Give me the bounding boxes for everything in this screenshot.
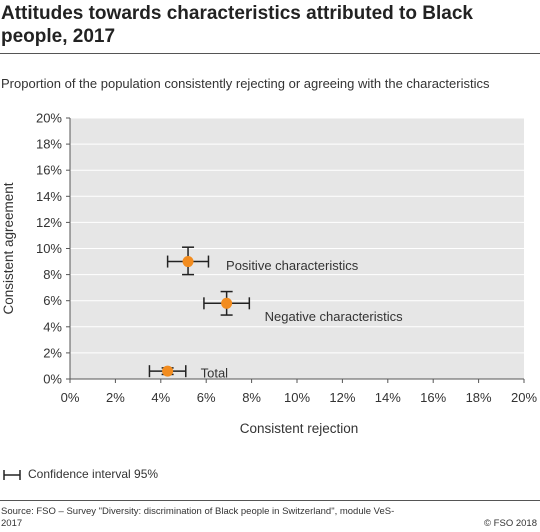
x-tick-label: 8% (242, 390, 261, 405)
source-note: Source: FSO – Survey "Diversity: discrim… (1, 506, 395, 529)
y-tick-label: 4% (43, 319, 62, 334)
data-point (221, 297, 233, 309)
scatter-chart: 0% 2% 4% 6% 8% 10% 12% 14% 16% 18% 20% 0% 2% 4% 6% 8% 10… (1, 111, 537, 437)
chart-subtitle: Proportion of the population consistentl… (1, 76, 490, 91)
x-tick-label: 18% (466, 390, 492, 405)
y-tick-label: 10% (36, 241, 62, 256)
point-label: Total (201, 366, 229, 381)
footer-divider (0, 500, 540, 501)
legend-label: Confidence interval 95% (28, 467, 159, 481)
confidence-interval-icon (3, 469, 21, 480)
x-tick-label: 0% (61, 390, 80, 405)
y-tick-label: 20% (36, 111, 62, 126)
copyright: © FSO 2018 (484, 518, 537, 529)
point-label: Positive characteristics (226, 258, 359, 273)
data-point (162, 365, 174, 377)
x-tick-label: 16% (420, 390, 446, 405)
x-tick-label: 10% (284, 390, 310, 405)
plot-area: 0% 2% 4% 6% 8% 10% 12% 14% 16% 18% 20% 0% 2% 4% 6% 8% 10… (1, 111, 537, 437)
x-axis-label: Consistent rejection (240, 421, 359, 436)
x-tick-label: 4% (151, 390, 170, 405)
x-tick-label: 6% (197, 390, 216, 405)
y-tick-label: 14% (36, 189, 62, 204)
x-tick-label: 20% (511, 390, 537, 405)
legend: Confidence interval 95% (2, 467, 158, 481)
y-tick-label: 2% (43, 345, 62, 360)
y-tick-label: 16% (36, 163, 62, 178)
point-label: Negative characteristics (265, 309, 403, 324)
y-tick-label: 18% (36, 137, 62, 152)
x-tick-label: 2% (106, 390, 125, 405)
y-axis-label: Consistent agreement (1, 182, 16, 314)
x-tick-label: 14% (375, 390, 401, 405)
title-divider (0, 53, 540, 54)
chart-title: Attitudes towards characteristics attrib… (1, 3, 473, 47)
x-tick-label: 12% (329, 390, 355, 405)
data-point (182, 256, 194, 268)
y-tick-label: 8% (43, 267, 62, 282)
y-tick-label: 12% (36, 215, 62, 230)
y-tick-label: 6% (43, 293, 62, 308)
y-tick-label: 0% (43, 372, 62, 387)
